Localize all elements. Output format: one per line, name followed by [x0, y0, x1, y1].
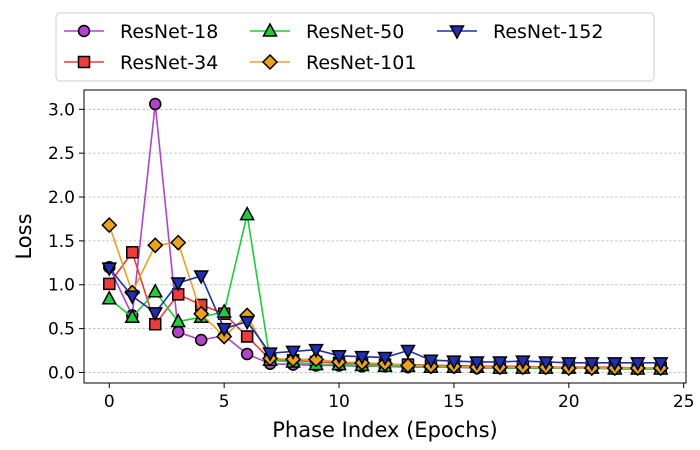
y-tick-label: 1.5: [48, 232, 75, 252]
y-tick-label: 0.0: [48, 363, 75, 383]
legend-item-resnet-50: ResNet-50: [250, 21, 404, 43]
data-point-resnet-18: [171, 325, 185, 339]
data-point-resnet-50: [170, 313, 186, 328]
legend-box: [55, 12, 655, 82]
x-tick-label: 0: [104, 392, 115, 412]
data-point-resnet-18: [194, 333, 208, 347]
data-point-resnet-34: [103, 277, 116, 291]
series-line-resnet-101: [108, 224, 661, 369]
legend-marker: [261, 53, 279, 71]
series-resnet-50: [101, 205, 669, 375]
series-resnet-152: [101, 262, 669, 372]
y-axis-title: Loss: [12, 213, 36, 259]
plot-frame: [83, 89, 687, 384]
x-tick-label: 20: [558, 392, 580, 412]
series-line-resnet-50: [108, 214, 661, 370]
x-tick-label: 10: [328, 392, 350, 412]
legend-item-resnet-101: ResNet-101: [250, 52, 416, 74]
data-point-resnet-101: [193, 305, 210, 322]
axis-ticks: 0.0 0.5 1.0 1.5 2.0 2.5 3.0 0 5 10 15 20 25: [48, 100, 695, 412]
data-point-resnet-152: [331, 350, 347, 365]
data-point-resnet-152: [308, 343, 324, 359]
data-point-resnet-152: [239, 315, 255, 331]
data-point-resnet-152: [124, 290, 141, 305]
data-point-resnet-152: [538, 356, 554, 371]
data-point-resnet-18: [240, 347, 254, 361]
data-point-resnet-50: [239, 205, 255, 221]
legend-marker: [262, 22, 278, 37]
data-point-resnet-152: [469, 356, 485, 371]
data-point-resnet-101: [101, 217, 118, 234]
series-line-resnet-34: [108, 250, 661, 369]
data-point-resnet-101: [308, 351, 325, 368]
legend-item-resnet-18: ResNet-18: [64, 21, 218, 43]
data-point-resnet-152: [101, 262, 118, 277]
data-point-resnet-101: [170, 234, 187, 251]
data-point-resnet-152: [285, 345, 301, 360]
data-point-resnet-152: [377, 351, 393, 367]
data-point-resnet-50: [216, 303, 232, 318]
data-point-resnet-152: [652, 357, 669, 372]
data-point-resnet-152: [629, 357, 646, 372]
legend-label: ResNet-152: [493, 21, 603, 43]
data-point-resnet-152: [193, 270, 209, 285]
x-tick-label: 25: [673, 392, 695, 412]
data-point-resnet-101: [399, 357, 417, 374]
y-tick-label: 3.0: [48, 100, 75, 120]
data-point-resnet-152: [423, 354, 439, 369]
x-tick-label: 15: [443, 392, 465, 412]
y-tick-label: 1.0: [48, 276, 75, 296]
legend-item-resnet-34: ResNet-34: [64, 52, 218, 74]
legend-marker: [77, 55, 91, 69]
data-point-resnet-152: [515, 355, 531, 370]
x-axis-title: Phase Index (Epochs): [272, 418, 498, 442]
legend: ResNet-18 ResNet-34 ResNet-50 ResNet-101 Res…: [55, 12, 655, 82]
data-point-resnet-152: [584, 357, 600, 372]
y-tick-label: 0.5: [48, 320, 75, 340]
data-point-resnet-152: [492, 356, 508, 371]
series-line-resnet-152: [108, 267, 661, 364]
data-point-resnet-152: [607, 357, 623, 372]
legend-label: ResNet-18: [120, 21, 218, 43]
data-point-resnet-152: [561, 357, 577, 372]
legend-marker: [77, 24, 91, 38]
x-tick-label: 5: [219, 392, 230, 412]
legend-item-resnet-152: ResNet-152: [437, 21, 603, 43]
data-point-resnet-34: [126, 246, 139, 259]
data-point-resnet-50: [147, 283, 163, 298]
data-point-resnet-50: [101, 290, 118, 305]
legend-label: ResNet-50: [306, 21, 404, 43]
data-point-resnet-50: [124, 308, 141, 323]
data-point-resnet-101: [147, 237, 164, 254]
data-point-resnet-152: [400, 344, 416, 360]
legend-label: ResNet-101: [306, 52, 416, 74]
y-tick-label: 2.5: [48, 144, 75, 164]
data-point-resnet-152: [354, 350, 370, 366]
data-point-resnet-152: [216, 322, 232, 338]
data-point-resnet-34: [240, 330, 254, 343]
data-point-resnet-18: [148, 97, 162, 111]
series-line-resnet-18: [108, 103, 661, 370]
series-resnet-101: [101, 217, 669, 377]
legend-label: ResNet-34: [120, 52, 218, 74]
series-resnet-18: [103, 97, 667, 376]
y-tick-label: 2.0: [48, 188, 75, 208]
data-point-resnet-152: [446, 355, 462, 370]
data-point-resnet-152: [170, 277, 186, 292]
data-point-resnet-152: [147, 307, 163, 322]
data-point-resnet-152: [262, 347, 278, 362]
legend-marker: [449, 25, 465, 40]
series-lines: [101, 97, 669, 377]
